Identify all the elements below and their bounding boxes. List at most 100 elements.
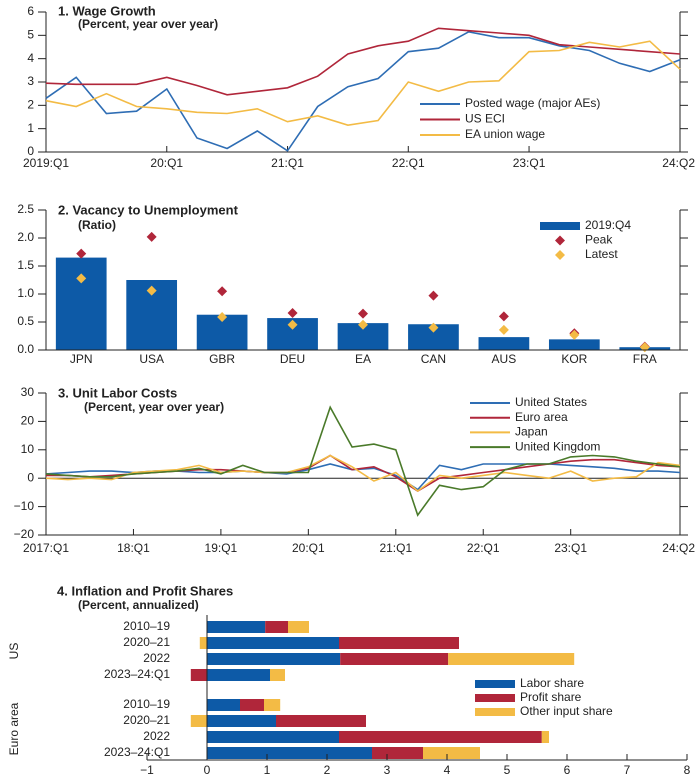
bar-segment xyxy=(270,669,285,681)
bar-segment xyxy=(276,715,366,727)
chart-title: 3. Unit Labor Costs xyxy=(58,385,177,400)
bar-segment xyxy=(541,731,549,743)
category-label: 2023–24:Q1 xyxy=(104,745,170,759)
marker xyxy=(428,290,439,301)
bar-segment xyxy=(240,699,264,711)
chart-subtitle: (Percent, year over year) xyxy=(84,400,224,414)
x-tick-label: 23:Q1 xyxy=(513,156,546,170)
marker xyxy=(498,324,509,335)
x-tick-label: 21:Q1 xyxy=(379,541,412,555)
category-label: 2022 xyxy=(143,729,170,743)
legend-label: Japan xyxy=(515,425,548,439)
bar-segment xyxy=(190,715,207,727)
y-tick-label: 0.5 xyxy=(17,314,34,328)
y-tick-label: −10 xyxy=(14,499,35,513)
bar-segment xyxy=(190,669,207,681)
bar-segment xyxy=(264,699,281,711)
x-tick-label: 0 xyxy=(204,763,211,777)
x-tick-label: 22:Q1 xyxy=(467,541,500,555)
x-tick-label: 19:Q1 xyxy=(205,541,238,555)
y-tick-label: 1 xyxy=(27,121,34,135)
bar-segment xyxy=(288,621,309,633)
legend-swatch xyxy=(475,694,515,702)
x-tick-label: 20:Q1 xyxy=(150,156,183,170)
marker xyxy=(146,231,157,242)
y-tick-label: 2.5 xyxy=(17,202,34,216)
y-tick-label: 0.0 xyxy=(17,342,34,356)
marker xyxy=(76,248,87,259)
series-line xyxy=(45,40,681,127)
x-tick-label: 2019:Q1 xyxy=(23,156,69,170)
y-tick-label: 1.5 xyxy=(17,258,34,272)
bar-segment xyxy=(423,747,480,759)
y-tick-label: 4 xyxy=(27,51,34,65)
marker xyxy=(146,285,157,296)
category-label: 2020–21 xyxy=(123,713,170,727)
chart-title: 1. Wage Growth xyxy=(58,3,156,18)
legend-swatch xyxy=(475,708,515,716)
legend-label: EA union wage xyxy=(465,127,545,141)
chart-title: 2. Vacancy to Unemployment xyxy=(58,202,239,217)
legend-swatch xyxy=(555,235,565,246)
marker xyxy=(358,308,368,319)
bar-segment xyxy=(372,747,423,759)
x-tick-label: 20:Q1 xyxy=(292,541,325,555)
y-tick-label: 5 xyxy=(27,28,34,42)
marker xyxy=(76,273,87,284)
chart-subtitle: (Percent, year over year) xyxy=(78,17,218,31)
x-tick-label: FRA xyxy=(633,352,657,366)
bar-segment xyxy=(207,747,372,759)
legend-label: Other input share xyxy=(520,704,613,718)
legend-label: United Kingdom xyxy=(515,439,600,453)
legend-label: Labor share xyxy=(520,676,584,690)
y-tick-label: 3 xyxy=(27,74,34,88)
y-tick-label: 0 xyxy=(27,144,34,158)
series-line xyxy=(45,27,681,96)
category-label: 2023–24:Q1 xyxy=(104,667,170,681)
y-tick-label: 6 xyxy=(27,4,34,18)
y-tick-label: 10 xyxy=(21,442,35,456)
marker xyxy=(358,319,368,330)
y-tick-label: 1.0 xyxy=(17,286,34,300)
bar-segment xyxy=(207,699,240,711)
category-label: 2020–21 xyxy=(123,635,170,649)
x-tick-label: 4 xyxy=(444,763,451,777)
legend-label: Euro area xyxy=(515,410,568,424)
legend-label: Latest xyxy=(585,247,618,261)
y-tick-label: 0 xyxy=(27,470,34,484)
x-tick-label: 2017:Q1 xyxy=(23,541,69,555)
x-tick-label: KOR xyxy=(561,352,587,366)
x-tick-label: GBR xyxy=(209,352,235,366)
bar-segment xyxy=(448,653,575,665)
bar xyxy=(55,257,107,350)
x-tick-label: DEU xyxy=(280,352,305,366)
bar-segment xyxy=(207,637,339,649)
marker xyxy=(639,342,650,353)
y-tick-label: −20 xyxy=(14,527,35,541)
legend-label: Peak xyxy=(585,233,613,247)
bar-segment xyxy=(207,731,339,743)
x-tick-label: 7 xyxy=(624,763,631,777)
legend-label: Profit share xyxy=(520,690,582,704)
x-tick-label: 21:Q1 xyxy=(271,156,304,170)
chart-subtitle: (Ratio) xyxy=(78,218,116,232)
chart-subtitle: (Percent, annualized) xyxy=(78,598,199,612)
legend-label: United States xyxy=(515,395,587,409)
x-tick-label: 8 xyxy=(684,763,691,777)
x-tick-label: AUS xyxy=(492,352,517,366)
x-tick-label: 23:Q1 xyxy=(554,541,587,555)
legend-label: 2019:Q4 xyxy=(585,218,631,232)
x-tick-label: 5 xyxy=(504,763,511,777)
x-tick-label: USA xyxy=(139,352,164,366)
legend-swatch xyxy=(540,222,580,230)
bar-segment xyxy=(207,653,341,665)
group-label: US xyxy=(7,643,21,660)
x-tick-label: −1 xyxy=(140,763,154,777)
category-label: 2010–19 xyxy=(123,619,170,633)
bar-segment xyxy=(199,637,207,649)
marker xyxy=(498,311,509,322)
x-tick-label: 1 xyxy=(264,763,271,777)
bar-segment xyxy=(339,637,459,649)
category-label: 2022 xyxy=(143,651,170,665)
